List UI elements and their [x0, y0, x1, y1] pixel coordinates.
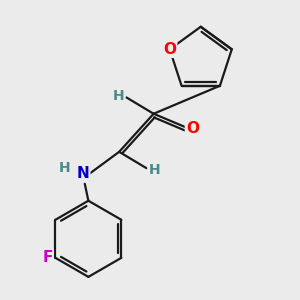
- Text: O: O: [186, 121, 199, 136]
- Text: O: O: [163, 42, 176, 57]
- Text: H: H: [148, 163, 160, 177]
- Text: N: N: [76, 166, 89, 181]
- Text: H: H: [113, 88, 124, 103]
- Text: F: F: [42, 250, 52, 265]
- Text: H: H: [59, 161, 70, 175]
